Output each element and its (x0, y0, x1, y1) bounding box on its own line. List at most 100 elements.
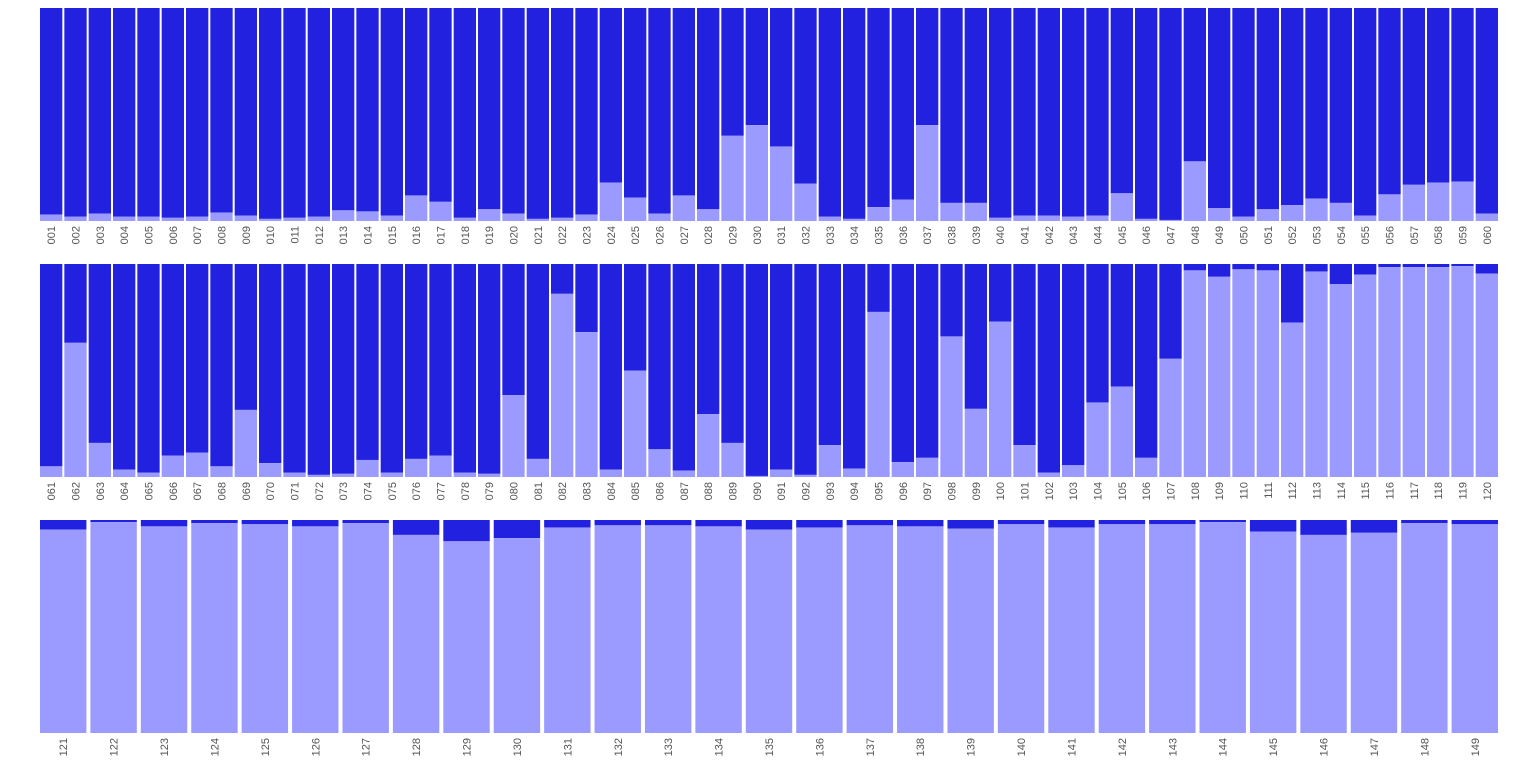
bar-upper-010 (259, 8, 282, 219)
bar-lower-145 (1249, 531, 1297, 733)
x-tick-label-031: 031 (776, 226, 788, 244)
bar-lower-147 (1350, 532, 1398, 733)
bar-lower-101 (1013, 445, 1036, 477)
bar-lower-119 (1451, 266, 1474, 477)
bar-upper-113 (1305, 264, 1328, 272)
bar-lower-072 (307, 474, 330, 477)
x-tick-label-091: 091 (776, 482, 788, 500)
bar-lower-146 (1300, 534, 1347, 733)
x-tick-label-136: 136 (814, 738, 826, 756)
bar-upper-052 (1281, 8, 1304, 206)
bar-upper-115 (1354, 264, 1377, 275)
bar-lower-098 (940, 336, 963, 477)
bar-lower-117 (1402, 267, 1425, 477)
bar-upper-013 (332, 8, 355, 211)
x-tick-label-057: 057 (1409, 226, 1421, 244)
bar-upper-104 (1086, 264, 1109, 403)
x-tick-label-056: 056 (1385, 226, 1397, 244)
bar-upper-127 (342, 520, 389, 524)
bar-upper-133 (644, 520, 692, 526)
x-tick-label-090: 090 (752, 482, 764, 500)
bar-lower-048 (1183, 161, 1206, 221)
bar-lower-016 (405, 195, 428, 221)
x-tick-label-116: 116 (1385, 482, 1397, 500)
bar-upper-083 (575, 264, 598, 333)
bar-upper-101 (1013, 264, 1036, 446)
bar-upper-131 (544, 520, 591, 528)
x-tick-label-148: 148 (1419, 738, 1431, 756)
bar-lower-044 (1086, 215, 1109, 222)
x-tick-label-127: 127 (361, 738, 373, 756)
x-tick-label-092: 092 (801, 482, 813, 500)
x-tick-label-013: 013 (338, 226, 350, 244)
bar-upper-108 (1183, 264, 1206, 271)
x-tick-label-017: 017 (436, 226, 448, 244)
x-tick-label-052: 052 (1287, 226, 1299, 244)
x-tick-label-007: 007 (192, 226, 204, 244)
bar-lower-112 (1281, 322, 1304, 477)
x-tick-label-008: 008 (217, 226, 229, 244)
x-tick-label-022: 022 (557, 226, 569, 244)
x-tick-label-139: 139 (966, 738, 978, 756)
bar-lower-012 (307, 216, 330, 221)
chart-panel-1: 001 002 003 004 005 006 007 008 009 010 011 012 013 0… (40, 8, 1498, 244)
bar-upper-140 (997, 520, 1045, 525)
bar-upper-069 (234, 264, 257, 410)
bar-upper-128 (392, 520, 440, 535)
bar-upper-047 (1159, 8, 1182, 220)
bar-lower-050 (1232, 216, 1255, 221)
x-tick-label-041: 041 (1020, 226, 1032, 244)
bar-lower-102 (1037, 472, 1060, 477)
bar-lower-124 (191, 523, 238, 733)
bar-lower-052 (1281, 205, 1304, 221)
x-tick-label-061: 061 (46, 482, 58, 500)
x-tick-label-122: 122 (109, 738, 121, 756)
bar-upper-060 (1475, 8, 1498, 214)
x-tick-label-142: 142 (1117, 738, 1129, 756)
bar-upper-015 (380, 8, 403, 216)
x-tick-label-043: 043 (1068, 226, 1080, 244)
bar-lower-033 (818, 216, 841, 221)
bar-upper-099 (964, 264, 987, 409)
bar-upper-144 (1199, 520, 1246, 523)
bar-lower-039 (964, 202, 987, 222)
bar-lower-138 (897, 526, 944, 733)
bar-lower-122 (90, 522, 137, 733)
x-tick-label-079: 079 (484, 482, 496, 500)
bar-upper-061 (40, 264, 63, 467)
x-tick-label-087: 087 (679, 482, 691, 500)
x-tick-label-051: 051 (1263, 226, 1275, 244)
bar-lower-063 (88, 442, 111, 477)
x-tick-label-120: 120 (1482, 482, 1494, 500)
bar-lower-046 (1135, 218, 1158, 221)
bar-upper-070 (259, 264, 282, 464)
x-tick-label-062: 062 (71, 482, 83, 500)
bar-lower-135 (745, 529, 793, 733)
bar-upper-109 (1208, 264, 1231, 277)
x-tick-label-132: 132 (613, 738, 625, 756)
bar-lower-081 (526, 458, 549, 477)
bar-upper-022 (551, 8, 574, 218)
bar-lower-123 (140, 526, 188, 733)
bar-lower-006 (161, 217, 184, 221)
bar-lower-008 (210, 212, 233, 221)
bar-lower-019 (478, 209, 501, 221)
bar-upper-074 (356, 264, 379, 460)
bar-upper-098 (940, 264, 963, 337)
bar-lower-130 (493, 538, 541, 734)
x-tick-label-133: 133 (663, 738, 675, 756)
x-tick-label-048: 048 (1190, 226, 1202, 244)
bar-lower-062 (64, 342, 87, 477)
bar-upper-031 (770, 8, 793, 147)
bar-upper-078 (453, 264, 476, 473)
x-tick-label-064: 064 (119, 482, 131, 500)
x-tick-label-040: 040 (995, 226, 1007, 244)
x-tick-label-020: 020 (509, 226, 521, 244)
bar-lower-009 (234, 215, 257, 222)
bar-upper-106 (1135, 264, 1158, 458)
bar-lower-082 (551, 293, 574, 477)
bar-upper-039 (964, 8, 987, 203)
x-tick-label-047: 047 (1166, 226, 1178, 244)
bar-upper-110 (1232, 264, 1255, 270)
bar-upper-114 (1329, 264, 1352, 285)
